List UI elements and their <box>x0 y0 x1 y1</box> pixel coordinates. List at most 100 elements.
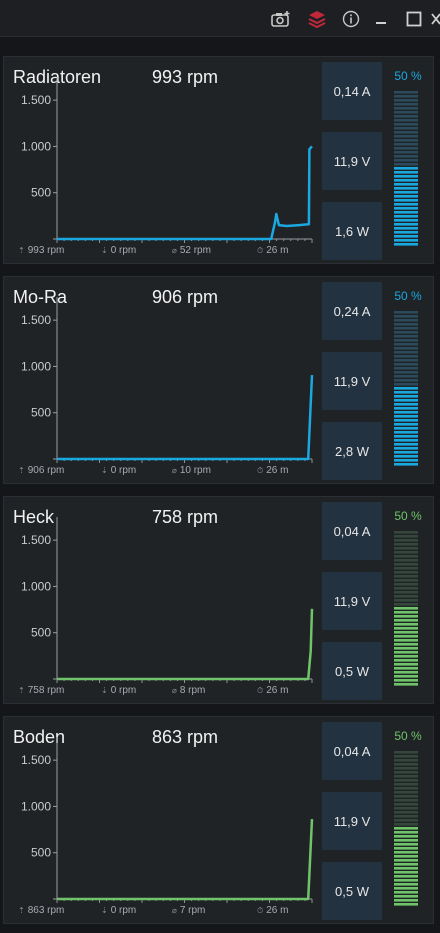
level-segment <box>394 775 418 778</box>
level-segment <box>394 411 418 414</box>
level-segment <box>394 123 418 126</box>
current-box: 0,24 A <box>322 282 382 340</box>
level-segment <box>394 207 418 210</box>
level-segment <box>394 195 418 198</box>
max-icon: ⇡ <box>18 686 25 695</box>
level-segment <box>394 827 418 830</box>
level-segment <box>394 435 418 438</box>
power-box: 0,5 W <box>322 862 382 920</box>
info-icon[interactable] <box>340 8 362 30</box>
level-segment <box>394 371 418 374</box>
level-segment <box>394 375 418 378</box>
legend-value: 0 rpm <box>110 465 137 476</box>
percent-label: 50 % <box>394 289 422 303</box>
level-segment <box>394 211 418 214</box>
level-segment <box>394 651 418 654</box>
level-segment <box>394 147 418 150</box>
level-segment <box>394 203 418 206</box>
camera-plus-icon[interactable] <box>270 8 292 30</box>
legend-duration: ⏱ 26 m <box>257 245 288 256</box>
level-segment <box>394 783 418 786</box>
level-segment <box>394 895 418 898</box>
level-segment <box>394 311 418 314</box>
voltage-box: 11,9 V <box>322 132 382 190</box>
legend-min: ⇣ 0 rpm <box>101 245 136 256</box>
legend-value: 0 rpm <box>110 245 137 256</box>
level-segment <box>394 835 418 838</box>
level-segment <box>394 431 418 434</box>
y-tick-label: 1.500 <box>21 313 51 327</box>
level-segment <box>394 847 418 850</box>
level-segment <box>394 451 418 454</box>
speed-level-bar[interactable] <box>394 90 422 246</box>
y-tick-label: 500 <box>31 846 51 860</box>
maximize-icon[interactable] <box>403 8 425 30</box>
legend-min: ⇣ 0 rpm <box>101 905 136 916</box>
level-segment <box>394 463 418 466</box>
legend-duration: ⏱ 26 m <box>257 685 288 696</box>
fan-panel: Heck 758 rpm 1.500 1.000 500 ⇡ 758 rpm ⇣ 0 rpm ⌀ 8… <box>3 496 434 704</box>
level-segment <box>394 787 418 790</box>
fan-rpm: 863 rpm <box>152 727 219 747</box>
rpm-series-line <box>57 819 314 901</box>
level-segment <box>394 815 418 818</box>
level-segment <box>394 751 418 754</box>
min-icon: ⇣ <box>101 686 108 695</box>
level-segment <box>394 103 418 106</box>
y-tick-label: 1.500 <box>21 753 51 767</box>
level-segment <box>394 131 418 134</box>
duration-icon: ⏱ <box>257 686 264 695</box>
speed-level-bar[interactable] <box>394 530 422 686</box>
y-tick-label: 1.000 <box>21 139 51 153</box>
legend-value: 0 rpm <box>110 685 137 696</box>
legend-value: 863 rpm <box>27 905 65 916</box>
level-segment <box>394 395 418 398</box>
level-segment <box>394 363 418 366</box>
level-segment <box>394 543 418 546</box>
level-segment <box>394 867 418 870</box>
level-segment <box>394 535 418 538</box>
level-segment <box>394 539 418 542</box>
rpm-chart: 1.500 1.000 500 <box>21 297 314 463</box>
level-segment <box>394 407 418 410</box>
minimize-icon[interactable] <box>370 8 392 30</box>
level-segment <box>394 391 418 394</box>
level-segment <box>394 447 418 450</box>
level-segment <box>394 319 418 322</box>
level-segment <box>394 883 418 886</box>
legend-value: 8 rpm <box>179 685 206 696</box>
level-segment <box>394 399 418 402</box>
rpm-series-line <box>57 608 314 681</box>
speed-level-bar[interactable] <box>394 310 422 466</box>
rpm-series-line <box>57 375 314 461</box>
layers-icon[interactable] <box>306 8 328 30</box>
legend-value: 26 m <box>266 905 289 916</box>
level-segment <box>394 639 418 642</box>
level-segment <box>394 627 418 630</box>
title-bar <box>0 0 440 37</box>
fan-panel: Boden 863 rpm 1.500 1.000 500 ⇡ 863 rpm ⇣ 0 rpm ⌀… <box>3 716 434 924</box>
level-segment <box>394 143 418 146</box>
y-tick-label: 1.000 <box>21 579 51 593</box>
level-segment <box>394 171 418 174</box>
level-segment <box>394 119 418 122</box>
close-icon[interactable] <box>430 8 440 30</box>
level-segment <box>394 331 418 334</box>
level-segment <box>394 439 418 442</box>
level-segment <box>394 859 418 862</box>
rpm-chart: 1.500 1.000 500 <box>21 517 314 683</box>
voltage-box: 11,9 V <box>322 792 382 850</box>
speed-level-bar[interactable] <box>394 750 422 906</box>
level-segment <box>394 643 418 646</box>
legend-value: 10 rpm <box>179 465 211 476</box>
level-segment <box>394 891 418 894</box>
level-segment <box>394 91 418 94</box>
level-segment <box>394 587 418 590</box>
legend-min: ⇣ 0 rpm <box>101 685 136 696</box>
level-segment <box>394 335 418 338</box>
avg-icon: ⌀ <box>172 686 177 695</box>
legend-value: 0 rpm <box>110 905 137 916</box>
fan-rpm: 993 rpm <box>152 67 219 87</box>
level-segment <box>394 367 418 370</box>
level-segment <box>394 839 418 842</box>
